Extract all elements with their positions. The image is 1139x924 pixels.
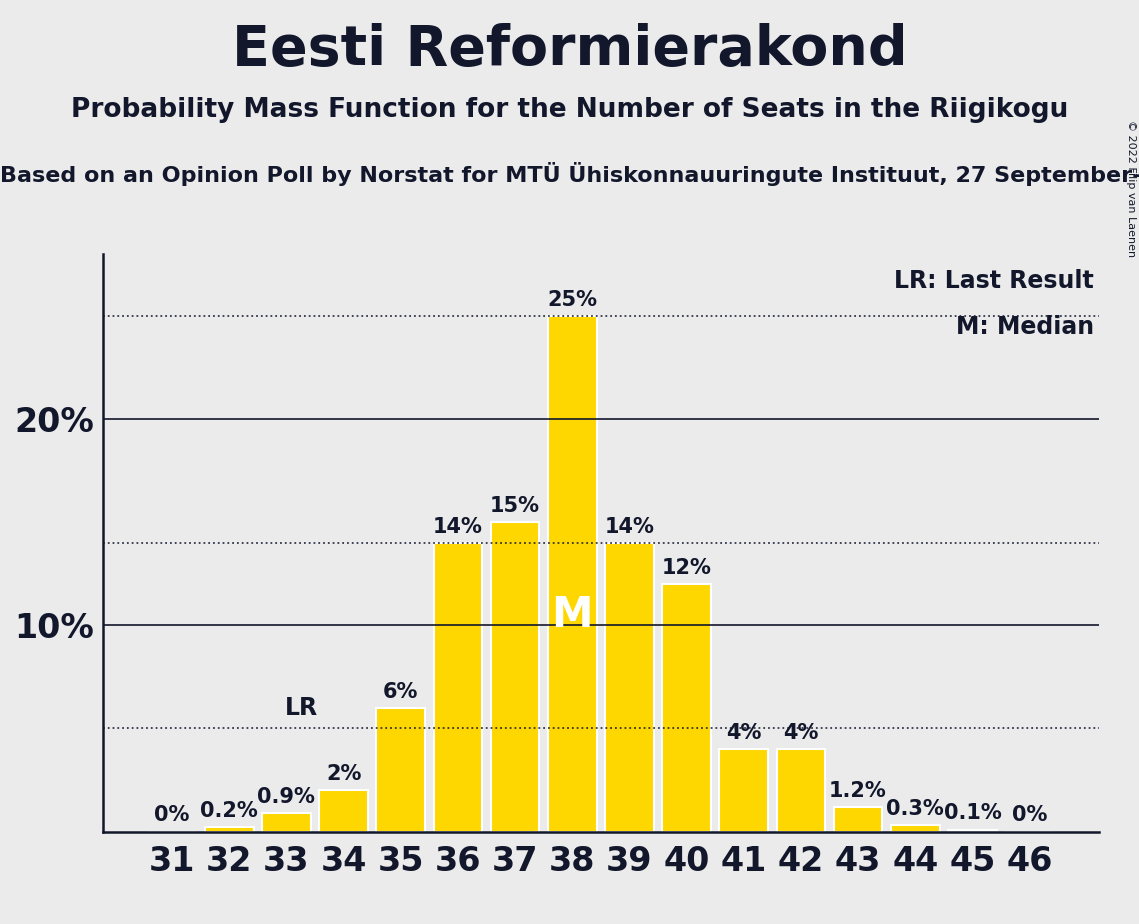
- Text: 14%: 14%: [605, 517, 654, 537]
- Text: 0.2%: 0.2%: [200, 801, 259, 821]
- Text: 12%: 12%: [662, 558, 712, 578]
- Bar: [548, 316, 597, 832]
- Text: 0.9%: 0.9%: [257, 787, 316, 807]
- Text: 0.3%: 0.3%: [886, 799, 944, 820]
- Text: LR: Last Result: LR: Last Result: [894, 269, 1095, 293]
- Text: M: Median: M: Median: [956, 315, 1095, 339]
- Bar: [948, 830, 997, 832]
- Bar: [491, 522, 540, 832]
- Text: 1.2%: 1.2%: [829, 781, 887, 801]
- Text: 4%: 4%: [726, 723, 761, 743]
- Bar: [434, 543, 482, 832]
- Bar: [319, 790, 368, 832]
- Text: Eesti Reformierakond: Eesti Reformierakond: [231, 23, 908, 77]
- Text: LR: LR: [285, 696, 318, 720]
- Text: © 2022 Filip van Laenen: © 2022 Filip van Laenen: [1126, 120, 1136, 257]
- Bar: [605, 543, 654, 832]
- Text: 6%: 6%: [383, 682, 418, 701]
- Bar: [377, 708, 425, 832]
- Text: 2%: 2%: [326, 764, 361, 784]
- Text: M: M: [551, 594, 593, 636]
- Bar: [891, 825, 940, 832]
- Text: Probability Mass Function for the Number of Seats in the Riigikogu: Probability Mass Function for the Number…: [71, 97, 1068, 123]
- Text: 25%: 25%: [547, 290, 597, 310]
- Bar: [205, 828, 254, 832]
- Text: Based on an Opinion Poll by Norstat for MTÜ Ühiskonnauuringute Instituut, 27 Sep: Based on an Opinion Poll by Norstat for …: [0, 162, 1139, 186]
- Bar: [662, 584, 711, 832]
- Bar: [262, 813, 311, 832]
- Bar: [720, 749, 768, 832]
- Text: 15%: 15%: [490, 496, 540, 516]
- Text: 0.1%: 0.1%: [943, 803, 1001, 823]
- Text: 0%: 0%: [155, 806, 190, 825]
- Text: 14%: 14%: [433, 517, 483, 537]
- Bar: [777, 749, 825, 832]
- Bar: [834, 807, 883, 832]
- Text: 0%: 0%: [1011, 806, 1047, 825]
- Text: 4%: 4%: [784, 723, 819, 743]
